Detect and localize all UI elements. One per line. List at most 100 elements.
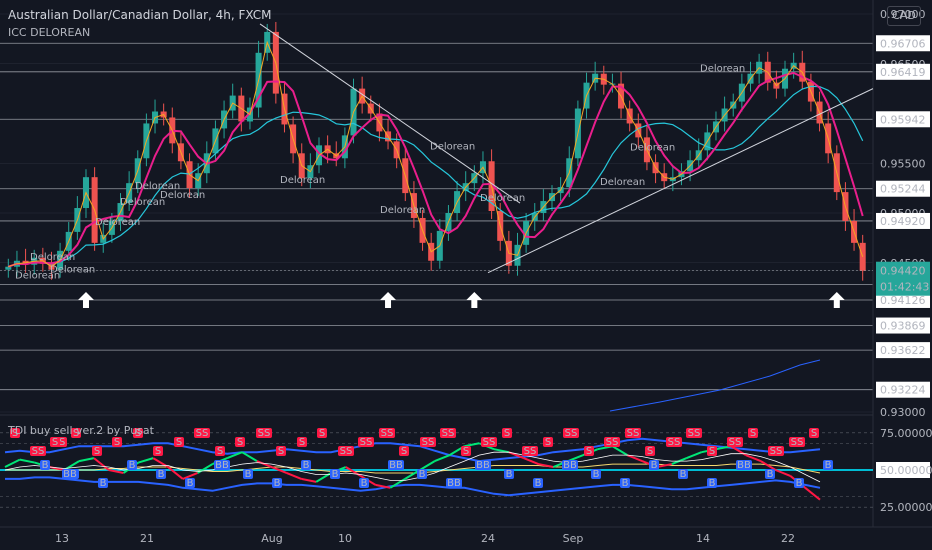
buy-signal-label: B xyxy=(651,460,658,471)
td-rsi-segment xyxy=(19,458,35,464)
sell-signal-label: SS xyxy=(606,437,619,448)
countdown-label: 01:42:43 xyxy=(880,281,929,294)
td-y-tick-label: 25.00000 xyxy=(880,501,932,514)
x-tick-label: 13 xyxy=(55,532,69,545)
buy-signal-label: BB xyxy=(389,460,403,471)
buy-signal-badge xyxy=(214,460,230,470)
sell-signal-label: S xyxy=(94,446,100,457)
buy-signal-badge xyxy=(359,478,369,488)
buy-signal-badge xyxy=(475,460,491,470)
sell-signal-badge xyxy=(604,437,620,447)
price-tag xyxy=(876,291,930,308)
sell-signal-badge xyxy=(727,437,743,447)
sell-signal-badge xyxy=(686,428,702,438)
sell-signal-badge xyxy=(809,428,819,438)
sell-signal-badge xyxy=(256,428,272,438)
sell-signal-badge xyxy=(235,437,245,447)
sell-signal-badge xyxy=(502,428,512,438)
price-tag xyxy=(876,63,930,80)
currency-button[interactable]: CAD xyxy=(887,6,921,26)
sell-signal-label: S xyxy=(176,437,182,448)
sell-signal-label: SS xyxy=(32,446,45,457)
td-rsi-segment xyxy=(656,463,673,469)
td-rsi-segment xyxy=(612,445,628,456)
sell-signal-label: S xyxy=(463,446,469,457)
buy-signal-badge xyxy=(330,469,340,479)
delorean-annotation: Delorean xyxy=(135,181,180,192)
sell-signal-label: S xyxy=(52,437,58,448)
current-price-label: 0.94420 xyxy=(880,265,926,278)
sell-signal-label: S xyxy=(217,446,223,457)
up-arrow-icon xyxy=(828,292,845,308)
sell-signal-label: SS xyxy=(360,437,373,448)
delorean-annotation: Delorean xyxy=(700,64,745,75)
up-arrow-icon xyxy=(77,292,94,308)
td-rsi-segment xyxy=(419,460,436,471)
td-rsi-segment xyxy=(182,472,199,480)
sell-signal-badge xyxy=(276,446,286,456)
sell-signal-badge xyxy=(399,446,409,456)
sell-signal-badge xyxy=(748,428,758,438)
sell-signal-badge xyxy=(297,437,307,447)
buy-signal-badge xyxy=(765,469,775,479)
x-tick-label: 10 xyxy=(338,532,352,545)
sell-signal-label: S xyxy=(586,446,592,457)
buy-signal-badge xyxy=(504,469,514,479)
indicator-label[interactable]: ICC DELOREAN xyxy=(8,26,91,39)
sell-signal-label: S xyxy=(319,428,325,439)
td-mid-line xyxy=(5,463,821,474)
sell-signal-label: SS xyxy=(791,437,804,448)
buy-signal-badge xyxy=(62,469,78,479)
sell-signal-badge xyxy=(707,446,717,456)
sub-indicator-title[interactable]: TDI buy sell ver.2 by Pusat xyxy=(8,424,154,437)
delorean-annotation: Delorean xyxy=(50,265,95,276)
sell-signal-badge xyxy=(215,446,225,456)
buy-signal-label: BB xyxy=(563,460,577,471)
delorean-annotation: Delorean xyxy=(120,197,165,208)
sell-signal-label: SS xyxy=(524,446,537,457)
x-tick-label: 22 xyxy=(781,532,795,545)
sell-signal-label: SS xyxy=(688,428,701,439)
td-rsi-segment xyxy=(271,466,287,474)
sell-signal-label: S xyxy=(12,428,18,439)
sell-signal-badge xyxy=(153,446,163,456)
buy-signal-label: B xyxy=(100,478,107,489)
buy-signal-badge xyxy=(127,460,137,470)
sell-signal-label: SS xyxy=(565,428,578,439)
td-rsi-segment xyxy=(686,451,702,460)
sell-signal-badge xyxy=(358,437,374,447)
trendline-up xyxy=(487,88,874,274)
price-tag-label: 0.94920 xyxy=(880,215,926,228)
td-rsi-segment xyxy=(138,457,154,464)
sell-signal-badge xyxy=(563,428,579,438)
sell-signal-label: SS xyxy=(422,437,435,448)
buy-signal-badge xyxy=(823,460,833,470)
sell-signal-label: S xyxy=(545,437,551,448)
sell-signal-label: S xyxy=(504,428,510,439)
price-tag-label: 0.96419 xyxy=(880,66,926,79)
buy-signal-label: B xyxy=(361,478,368,489)
buy-signal-badge xyxy=(40,460,50,470)
sell-signal-label: SS xyxy=(196,428,209,439)
sell-signal-label: S xyxy=(73,428,79,439)
sell-signal-label: SS xyxy=(483,437,496,448)
buy-signal-badge xyxy=(591,469,601,479)
x-tick-label: 21 xyxy=(140,532,154,545)
sell-signal-badge xyxy=(645,446,655,456)
sell-signal-label: S xyxy=(401,446,407,457)
delorean-annotation: Delorean xyxy=(160,190,205,201)
up-arrow-icon xyxy=(466,292,483,308)
td-rsi-segment xyxy=(375,483,391,489)
buy-signal-label: B xyxy=(42,460,49,471)
ma-mid-line xyxy=(7,71,864,268)
buy-signal-label: B xyxy=(680,469,687,480)
buy-signal-label: B xyxy=(187,478,194,489)
td-y-tick-label: 50.00000 xyxy=(880,464,932,477)
ma-fast-line xyxy=(8,40,864,268)
sell-signal-label: S xyxy=(647,446,653,457)
x-tick-label: 24 xyxy=(481,532,495,545)
price-tag xyxy=(876,342,930,359)
buy-signal-label: B xyxy=(506,469,513,480)
buy-signal-label: BB xyxy=(447,478,461,489)
